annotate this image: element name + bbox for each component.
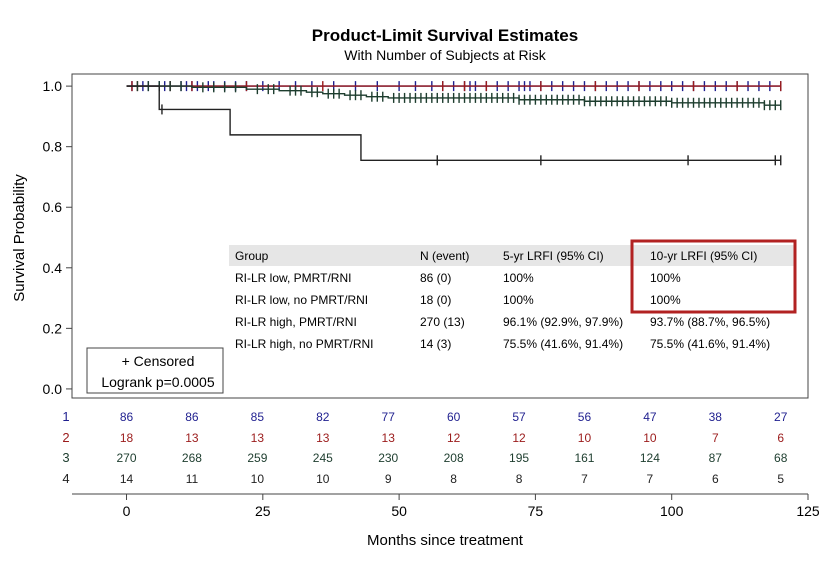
at-risk-value: 12 — [447, 431, 461, 445]
at-risk-value: 7 — [712, 431, 719, 445]
chart-title: Product-Limit Survival Estimates — [312, 26, 578, 45]
plot-frame — [71, 73, 809, 399]
at-risk-value: 60 — [447, 410, 461, 424]
at-risk-value: 195 — [509, 451, 529, 465]
x-tick-label: 100 — [660, 503, 684, 519]
at-risk-value: 10 — [316, 472, 330, 486]
table-cell: 96.1% (92.9%, 97.9%) — [503, 315, 623, 329]
at-risk-value: 86 — [185, 410, 199, 424]
x-tick-label: 75 — [528, 503, 544, 519]
at-risk-value: 7 — [581, 472, 588, 486]
at-risk-value: 10 — [578, 431, 592, 445]
at-risk-value: 6 — [777, 431, 784, 445]
table-header-1: Group — [235, 249, 269, 263]
x-tick-label: 25 — [255, 503, 271, 519]
table-cell: RI-LR high, PMRT/RNI — [235, 315, 357, 329]
at-risk-value: 86 — [120, 410, 134, 424]
at-risk-value: 7 — [647, 472, 654, 486]
at-risk-value: 77 — [382, 410, 396, 424]
at-risk-value: 259 — [247, 451, 267, 465]
at-risk-value: 13 — [185, 431, 199, 445]
at-risk-value: 68 — [774, 451, 788, 465]
table-cell: 14 (3) — [420, 337, 451, 351]
at-risk-value: 10 — [251, 472, 265, 486]
at-risk-value: 208 — [444, 451, 464, 465]
at-risk-group-label: 2 — [62, 430, 69, 445]
table-header-bg — [229, 245, 794, 266]
table-cell: 86 (0) — [420, 271, 451, 285]
table-cell: 270 (13) — [420, 315, 465, 329]
at-risk-value: 47 — [643, 410, 657, 424]
table-cell: 93.7% (88.7%, 96.5%) — [650, 315, 770, 329]
x-tick-label: 0 — [123, 503, 131, 519]
at-risk-value: 268 — [182, 451, 202, 465]
at-risk-value: 27 — [774, 410, 788, 424]
at-risk-value: 13 — [251, 431, 265, 445]
table-cell: 18 (0) — [420, 293, 451, 307]
table-cell: RI-LR low, no PMRT/RNI — [235, 293, 368, 307]
y-tick-label: 0.8 — [43, 139, 63, 155]
legend-box — [86, 347, 224, 394]
table-header-3: 5-yr LRFI (95% CI) — [503, 249, 604, 263]
at-risk-value: 8 — [450, 472, 457, 486]
table-cell: RI-LR high, no PMRT/RNI — [235, 337, 374, 351]
at-risk-value: 230 — [378, 451, 398, 465]
at-risk-value: 161 — [574, 451, 594, 465]
y-tick-label: 0.6 — [43, 199, 63, 215]
at-risk-value: 56 — [578, 410, 592, 424]
x-tick-label: 125 — [796, 503, 819, 519]
at-risk-value: 10 — [643, 431, 657, 445]
at-risk-value: 57 — [512, 410, 526, 424]
y-tick-label: 0.0 — [43, 381, 63, 397]
table-cell: 75.5% (41.6%, 91.4%) — [503, 337, 623, 351]
table-cell: 75.5% (41.6%, 91.4%) — [650, 337, 770, 351]
table-cell: 100% — [650, 293, 681, 307]
at-risk-value: 5 — [777, 472, 784, 486]
y-tick-label: 1.0 — [43, 78, 63, 94]
table-cell: RI-LR low, PMRT/RNI — [235, 271, 351, 285]
x-tick-label: 50 — [391, 503, 407, 519]
at-risk-value: 38 — [709, 410, 723, 424]
at-risk-group-label: 4 — [62, 471, 69, 486]
censored-legend: + Censored — [122, 353, 195, 369]
at-risk-value: 6 — [712, 472, 719, 486]
chart-subtitle: With Number of Subjects at Risk — [344, 47, 547, 63]
at-risk-value: 85 — [251, 410, 265, 424]
at-risk-value: 13 — [316, 431, 330, 445]
at-risk-value: 270 — [117, 451, 137, 465]
y-tick-label: 0.4 — [43, 260, 63, 276]
y-axis-label: Survival Probability — [11, 174, 28, 302]
at-risk-value: 14 — [120, 472, 134, 486]
survival-curve-4 — [126, 85, 781, 161]
at-risk-value: 11 — [186, 472, 199, 486]
table-cell: 100% — [650, 271, 681, 285]
at-risk-value: 82 — [316, 410, 330, 424]
x-axis-label: Months since treatment — [367, 532, 524, 549]
table-cell: 100% — [503, 271, 534, 285]
at-risk-value: 18 — [120, 431, 134, 445]
table-cell: 100% — [503, 293, 534, 307]
logrank-text: Logrank p=0.0005 — [101, 374, 214, 390]
at-risk-group-label: 3 — [62, 450, 69, 465]
at-risk-value: 87 — [709, 451, 723, 465]
y-tick-label: 0.2 — [43, 320, 63, 336]
at-risk-value: 8 — [516, 472, 523, 486]
at-risk-value: 245 — [313, 451, 333, 465]
at-risk-value: 124 — [640, 451, 660, 465]
at-risk-value: 12 — [512, 431, 526, 445]
table-header-2: N (event) — [420, 249, 469, 263]
at-risk-value: 13 — [382, 431, 396, 445]
at-risk-value: 9 — [385, 472, 392, 486]
at-risk-group-label: 1 — [62, 409, 69, 424]
table-header-4: 10-yr LRFI (95% CI) — [650, 249, 757, 263]
highlight-box — [630, 239, 797, 314]
